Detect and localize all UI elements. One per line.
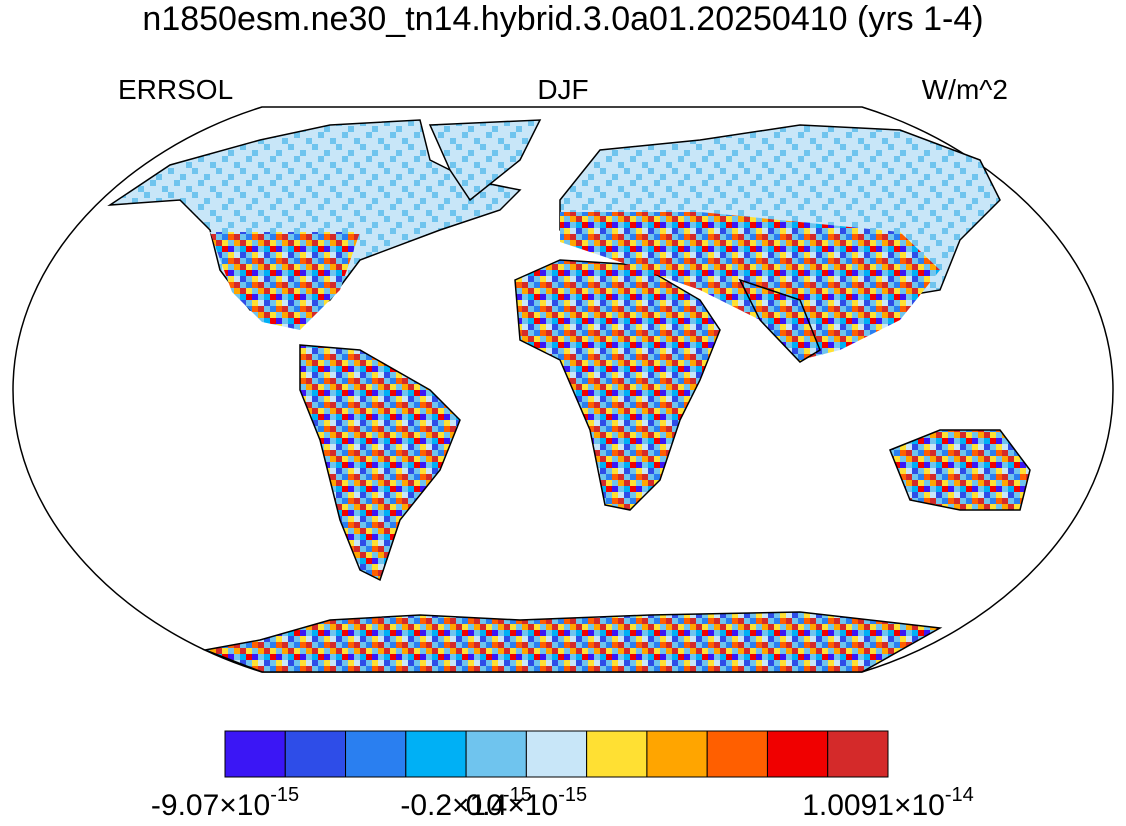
left-label: ERRSOL (118, 74, 233, 105)
colorbar-box (224, 730, 286, 778)
greenland (428, 119, 542, 202)
colorbar-box (706, 730, 768, 778)
colorbar-box (345, 730, 407, 778)
north-america (107, 119, 522, 321)
colorbar-label-base: 0.4×10 (466, 789, 559, 822)
colorbar-label-exponent: -15 (503, 784, 532, 806)
colorbar-label: 0.4×10-15 (466, 784, 588, 822)
colorbar-label-exponent: -15 (270, 784, 299, 806)
colorbar-box (525, 730, 588, 778)
antarctica (202, 611, 943, 673)
right-label: W/m^2 (922, 74, 1008, 105)
colorbar-box (465, 730, 527, 778)
colorbar: -9.07×10-15 -0.2×10-150.4×10-15 1.0091×10-… (151, 730, 974, 822)
colorbar-box (646, 730, 708, 778)
south-america (299, 344, 461, 582)
colorbar-label: -9.07×10-15 (151, 784, 299, 822)
center-label: DJF (537, 74, 588, 105)
colorbar-box (284, 730, 347, 778)
colorbar-label-exponent: -15 (558, 784, 587, 806)
australia (889, 429, 1031, 511)
colorbar-label: 1.0091×10-14 (802, 784, 974, 822)
colorbar-box (766, 730, 829, 778)
colorbar-label-base: -0.2×10 (400, 789, 503, 822)
colorbar-label: -0.2×10-15 (400, 784, 532, 822)
title: n1850esm.ne30_tn14.hybrid.3.0a01.2025041… (142, 0, 983, 38)
colorbar-box (586, 730, 648, 778)
colorbar-label-base: 1.0091×10 (802, 789, 945, 822)
north-america-south (210, 232, 360, 330)
map (12, 106, 1114, 673)
colorbar-box (827, 730, 889, 778)
colorbar-label-base: -9.07×10 (151, 789, 270, 822)
india (738, 278, 821, 363)
colorbar-box (405, 730, 467, 778)
colorbar-label-exponent: -14 (945, 784, 974, 806)
